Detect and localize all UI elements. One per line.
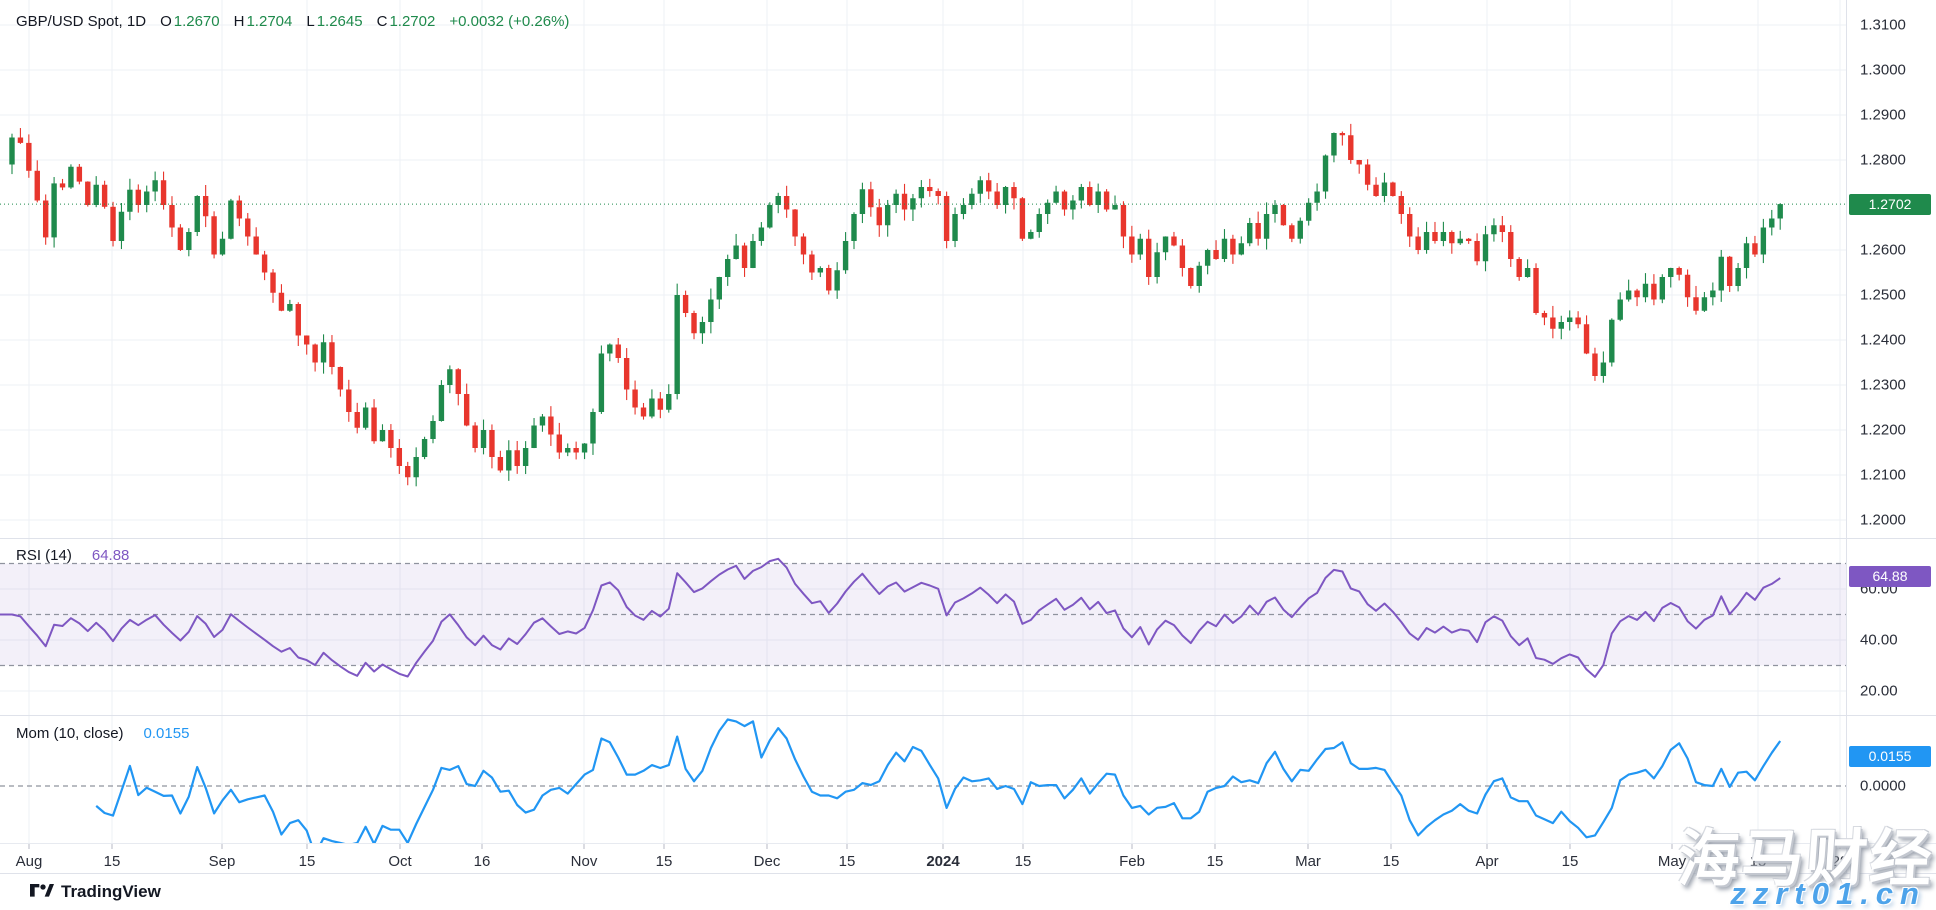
time-axis-label: Dec [753, 853, 781, 870]
ohlc-low: L 1.2645 [306, 13, 363, 30]
time-axis-label: May [1657, 853, 1687, 870]
change-value: +0.0032 (+0.26%) [449, 13, 570, 30]
time-axis-label: Oct [388, 853, 412, 870]
time-axis-label: 29 [1831, 853, 1849, 870]
last-price-badge: 1.2702 [1849, 193, 1931, 215]
time-axis-label: Apr [1475, 853, 1499, 870]
time-axis-label: 15 [1206, 853, 1224, 870]
time-axis-label: 15 [1749, 853, 1767, 870]
mom-legend[interactable]: Mom (10, close) 0.0155 [16, 725, 189, 742]
price-axis-label: 1.2400 [1860, 331, 1906, 349]
price-axis-label: 1.2500 [1860, 286, 1906, 304]
watermark-site-url: zzrt01.cn [1730, 876, 1926, 910]
time-axis-label: 15 [1382, 853, 1400, 870]
rsi-axis-label: 40.00 [1860, 631, 1898, 649]
price-axis-label: 1.2000 [1860, 511, 1906, 529]
time-axis-label: Sep [208, 853, 236, 870]
pane-separator[interactable] [0, 538, 1936, 539]
time-axis-label: Feb [1119, 853, 1145, 870]
price-axis-label: 1.2800 [1860, 151, 1906, 169]
time-axis-label: 15 [103, 853, 121, 870]
price-axis-label: 1.2300 [1860, 376, 1906, 394]
pane-separator [0, 843, 1936, 844]
time-axis-label: 15 [298, 853, 316, 870]
time-axis-label: 16 [473, 853, 491, 870]
ohlc-high: H 1.2704 [233, 13, 293, 30]
mom-title: Mom (10, close) [16, 725, 124, 742]
rsi-value-badge: 64.88 [1849, 566, 1931, 588]
time-axis-label: 2024 [926, 853, 960, 870]
rsi-legend[interactable]: RSI (14) 64.88 [16, 547, 129, 564]
time-axis-label: Nov [570, 853, 598, 870]
price-axis-label: 1.3100 [1860, 16, 1906, 34]
rsi-axis-label: 20.00 [1860, 682, 1898, 700]
ohlc-open: O 1.2670 [160, 13, 220, 30]
time-axis-label: 15 [1561, 853, 1579, 870]
symbol-legend[interactable]: GBP/USD Spot, 1D O 1.2670 H 1.2704 L 1.2645… [16, 13, 569, 30]
time-axis-label: Mar [1295, 853, 1321, 870]
mom-value: 0.0155 [143, 725, 190, 742]
mom-value-badge: 0.0155 [1849, 746, 1931, 768]
symbol-title: GBP/USD Spot, 1D [16, 13, 147, 30]
price-axis-label: 1.2100 [1860, 466, 1906, 484]
price-axis-gutter[interactable] [1846, 0, 1936, 873]
footer-bar: TradingView [0, 874, 1936, 910]
time-axis-label: Aug [15, 853, 43, 870]
tradingview-brand-text: TradingView [61, 882, 161, 901]
price-axis-label: 1.3000 [1860, 61, 1906, 79]
rsi-title: RSI (14) [16, 547, 72, 564]
time-axis-separator [0, 873, 1936, 874]
pane-separator[interactable] [0, 715, 1936, 716]
tradingview-attribution-link[interactable]: TradingView [30, 882, 161, 902]
time-axis-label: 15 [1014, 853, 1032, 870]
price-axis-label: 1.2200 [1860, 421, 1906, 439]
tradingview-logo-icon [30, 884, 54, 897]
ohlc-close: C 1.2702 [376, 13, 436, 30]
time-axis-label: 15 [655, 853, 673, 870]
price-axis-label: 1.2600 [1860, 241, 1906, 259]
mom-axis-label: 0.0000 [1860, 777, 1906, 795]
rsi-value: 64.88 [91, 547, 130, 564]
time-axis-label: 15 [838, 853, 856, 870]
price-axis-label: 1.2900 [1860, 106, 1906, 124]
